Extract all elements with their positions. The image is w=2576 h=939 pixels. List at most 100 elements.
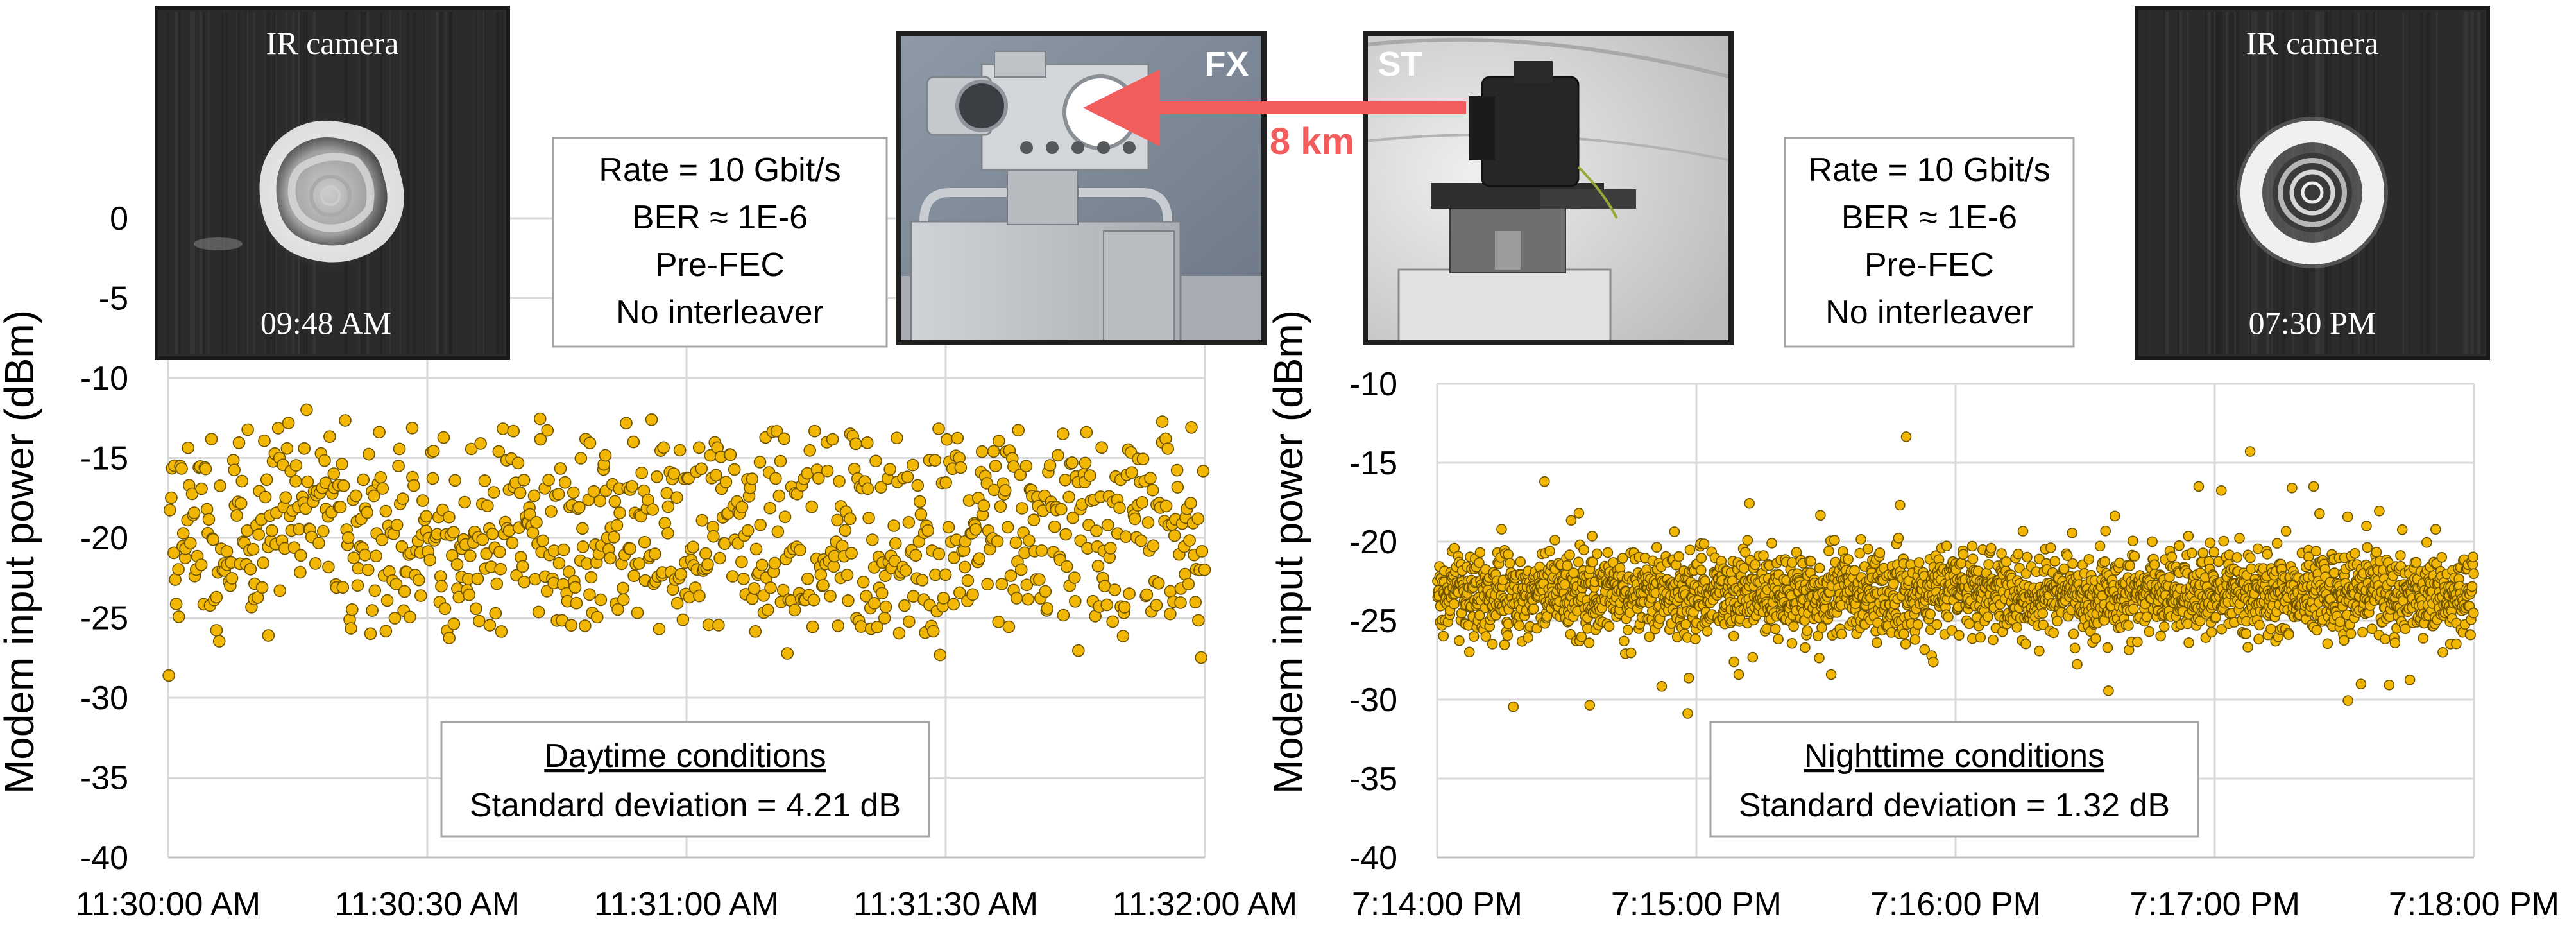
data-point [1152,576,1165,590]
data-point [1758,550,1769,561]
data-point [844,512,857,526]
data-point [246,542,260,556]
data-point [2335,616,2346,628]
data-point [435,580,448,593]
data-point [2396,524,2408,535]
data-point [909,549,923,562]
data-point [294,549,307,562]
data-point [2389,637,2401,649]
data-point [921,524,935,537]
data-point [788,603,801,617]
data-point [695,513,709,527]
data-point [2038,619,2049,630]
data-point [1080,426,1093,439]
data-point [741,524,755,537]
data-point [458,495,472,509]
data-point [1963,618,1975,630]
data-point [1983,559,1994,570]
data-point [511,456,525,470]
data-point [1020,578,1034,592]
data-point [380,594,394,607]
data-point [1454,635,1465,646]
data-point [323,430,336,444]
data-point [1004,569,1018,582]
data-point [693,589,706,603]
data-point [650,470,663,483]
data-point [646,503,660,516]
data-point [2069,642,2081,654]
data-point [2100,525,2111,537]
data-point [183,537,197,550]
data-point [199,462,212,476]
data-point [1854,547,1865,559]
data-point [826,433,839,446]
data-point [568,581,582,594]
data-point [492,445,506,458]
data-point [913,495,926,508]
data-point [939,476,952,489]
data-point [1515,556,1526,567]
data-point [878,612,891,625]
data-point [1052,449,1064,462]
data-point [517,474,531,487]
data-point [2466,581,2478,592]
data-point [842,594,855,607]
data-point [914,508,928,521]
data-point [1539,476,1550,487]
data-point [1119,530,1132,544]
data-point [472,614,486,628]
data-point [298,442,311,455]
data-point [2361,521,2372,531]
data-point [1898,628,1909,639]
data-point [1800,642,1811,653]
data-point [1849,565,1860,576]
data-point [903,615,916,628]
data-point [749,625,762,638]
data-point [494,562,507,576]
data-point [1496,524,1507,535]
data-point [1123,587,1136,600]
data-point [635,466,649,479]
data-point [875,587,889,600]
daytime-y-tick-labels: 0 -5 -10 -15 -20 -25 -30 -35 -40 [80,200,128,877]
data-point [271,422,285,435]
data-point [1062,490,1075,504]
data-point [1958,549,1969,560]
y-tick-label: -20 [1349,524,1397,561]
data-point [861,482,874,495]
data-point [230,509,243,522]
optical-link-arrow: 8 km [1083,69,1466,162]
data-point [2090,633,2101,644]
data-point [1773,633,1784,645]
y-tick-label: -25 [80,600,128,637]
data-point [794,544,806,556]
data-point [806,620,819,633]
data-point [845,547,858,560]
data-point [719,476,733,488]
data-point [2011,622,2022,633]
data-point [1108,583,1122,596]
data-point [594,593,608,607]
data-point [1480,631,1492,642]
data-point [2020,568,2032,579]
y-tick-label: -15 [1349,445,1397,482]
data-point [228,463,241,477]
data-point [608,531,620,544]
data-point [1651,542,1662,553]
data-point [349,489,363,503]
data-point [901,470,914,483]
data-point [624,542,637,555]
data-point [2206,626,2217,638]
y-tick-label: -15 [80,440,128,478]
data-point [620,417,633,430]
data-point [1159,499,1173,513]
data-point [234,497,248,510]
data-point [756,558,769,572]
data-point [2252,543,2264,555]
data-point [774,454,787,468]
daytime-annotation-title: Daytime conditions [544,737,826,775]
data-point [167,546,180,560]
data-point [638,535,651,549]
data-point [911,479,925,492]
data-point [2102,642,2113,653]
